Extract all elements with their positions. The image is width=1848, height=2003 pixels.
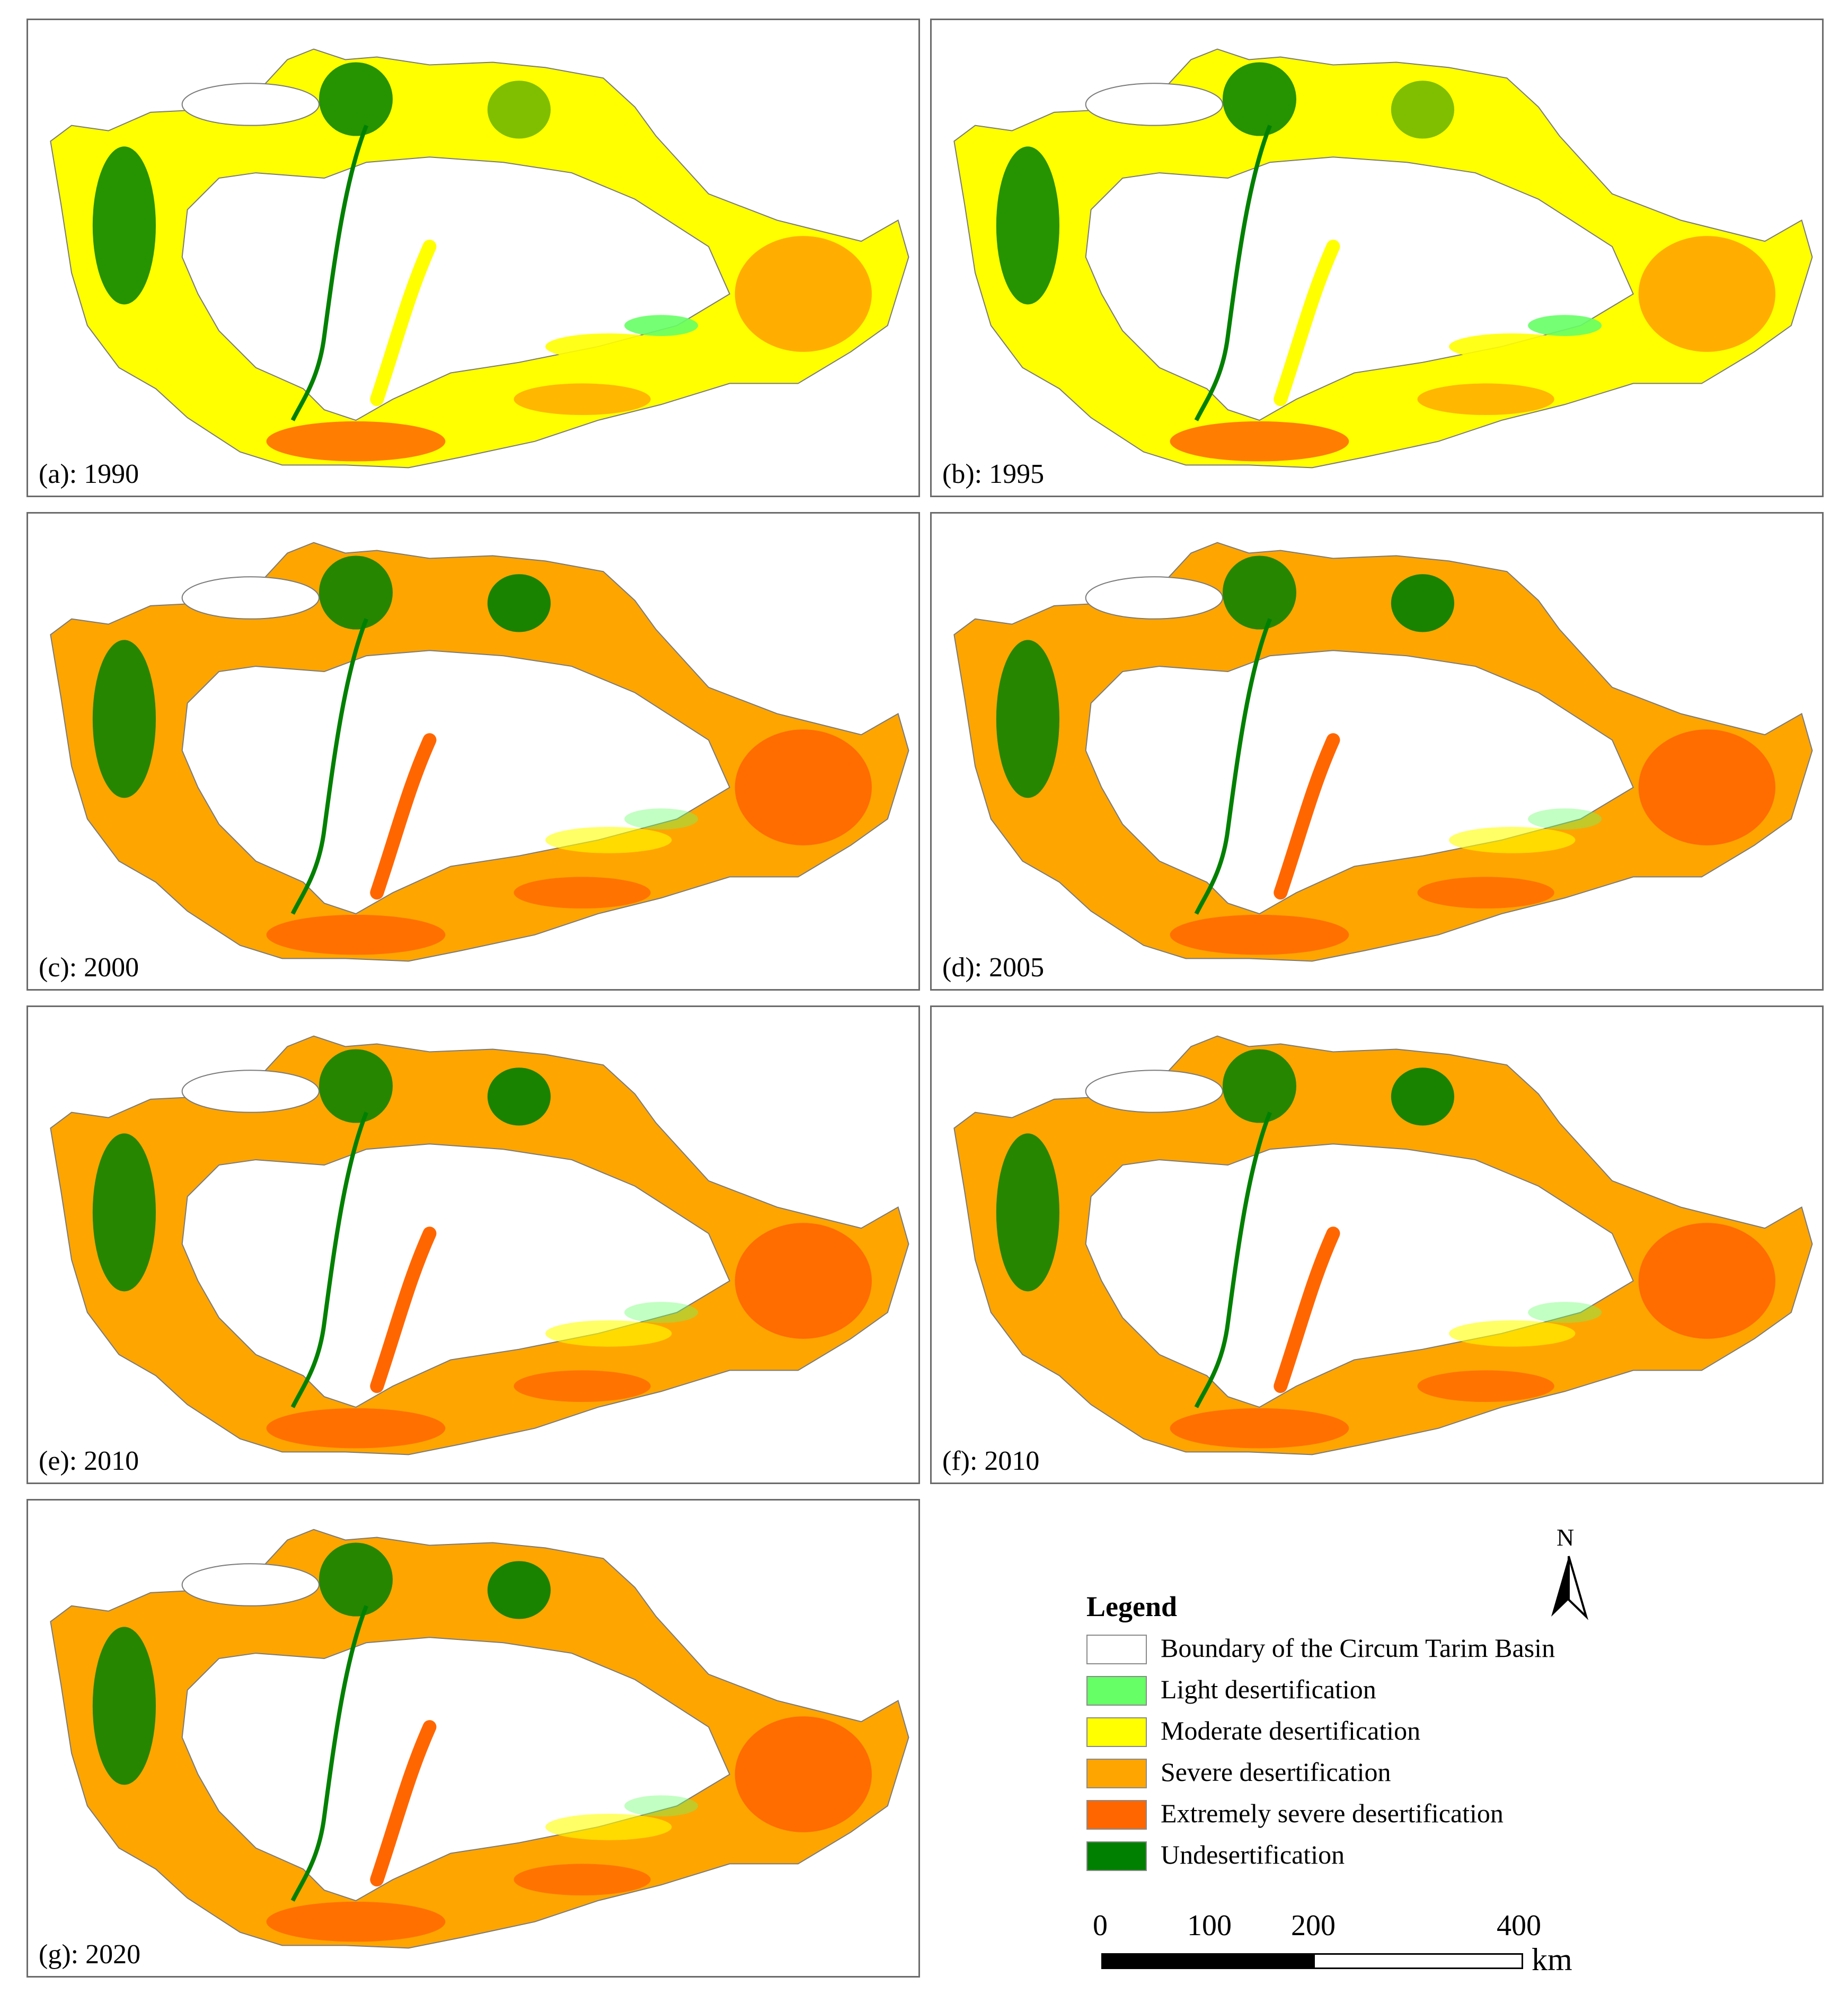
legend-label-light: Light desertification (1161, 1674, 1376, 1704)
panel-label-b: (b): 1995 (942, 459, 1045, 489)
panel-label-d: (d): 2005 (942, 952, 1045, 983)
desertification-map-d (953, 542, 1813, 962)
legend-swatch-light (1086, 1676, 1147, 1706)
map-panel-b: (b): 1995 (930, 19, 1824, 497)
legend-swatch-severe (1086, 1759, 1147, 1788)
desertification-map-b (953, 48, 1813, 469)
legend-label-severe: Severe desertification (1161, 1757, 1391, 1787)
legend-label-boundary: Boundary of the Circum Tarim Basin (1161, 1633, 1555, 1663)
legend-item-extreme: Extremely severe desertification (1086, 1797, 1616, 1830)
north-arrow: N (1545, 1525, 1593, 1621)
north-letter: N (1557, 1524, 1575, 1551)
legend-item-moderate: Moderate desertification (1086, 1714, 1616, 1747)
panel-label-g: (g): 2020 (39, 1939, 141, 1970)
legend-label-undesertification: Undesertification (1161, 1840, 1345, 1869)
map-panel-g: (g): 2020 (26, 1499, 920, 1978)
scale-segment-black (1101, 1953, 1313, 1969)
desertification-map-f (953, 1035, 1813, 1455)
legend-item-severe: Severe desertification (1086, 1755, 1616, 1788)
map-panel-f: (f): 2010 (930, 1005, 1824, 1484)
panel-label-e: (e): 2010 (39, 1446, 139, 1476)
desertification-map-a (50, 48, 909, 469)
scale-tick-400: 400 (1497, 1909, 1541, 1942)
desertification-map-g (50, 1529, 909, 1949)
map-panel-e: (e): 2010 (26, 1005, 920, 1484)
scale-tick-0: 0 (1093, 1909, 1108, 1942)
north-arrow-icon (1551, 1556, 1589, 1620)
legend-swatch-undesertification (1086, 1841, 1147, 1871)
map-panel-d: (d): 2005 (930, 512, 1824, 991)
scale-tick-200: 200 (1291, 1909, 1336, 1942)
legend-item-undesertification: Undesertification (1086, 1838, 1616, 1871)
legend-item-boundary: Boundary of the Circum Tarim Basin (1086, 1631, 1616, 1664)
panel-label-c: (c): 2000 (39, 952, 139, 983)
panel-label-f: (f): 2010 (942, 1446, 1040, 1476)
legend-label-moderate: Moderate desertification (1161, 1716, 1421, 1745)
scale-tick-100: 100 (1187, 1909, 1232, 1942)
legend-label-extreme: Extremely severe desertification (1161, 1798, 1504, 1828)
legend-swatch-boundary (1086, 1635, 1147, 1664)
map-panel-a: (a): 1990 (26, 19, 920, 497)
legend-item-light: Light desertification (1086, 1673, 1616, 1706)
legend-swatch-extreme (1086, 1800, 1147, 1830)
legend-swatch-moderate (1086, 1717, 1147, 1747)
scale-segment-white (1313, 1953, 1523, 1969)
map-panel-c: (c): 2000 (26, 512, 920, 991)
scale-unit: km (1532, 1942, 1572, 1977)
legend-title: Legend (1086, 1591, 1178, 1622)
desertification-map-c (50, 542, 909, 962)
scale-bar: 0 100 200 400 km (1093, 1909, 1601, 1996)
desertification-map-e (50, 1035, 909, 1455)
panel-label-a: (a): 1990 (39, 459, 139, 489)
